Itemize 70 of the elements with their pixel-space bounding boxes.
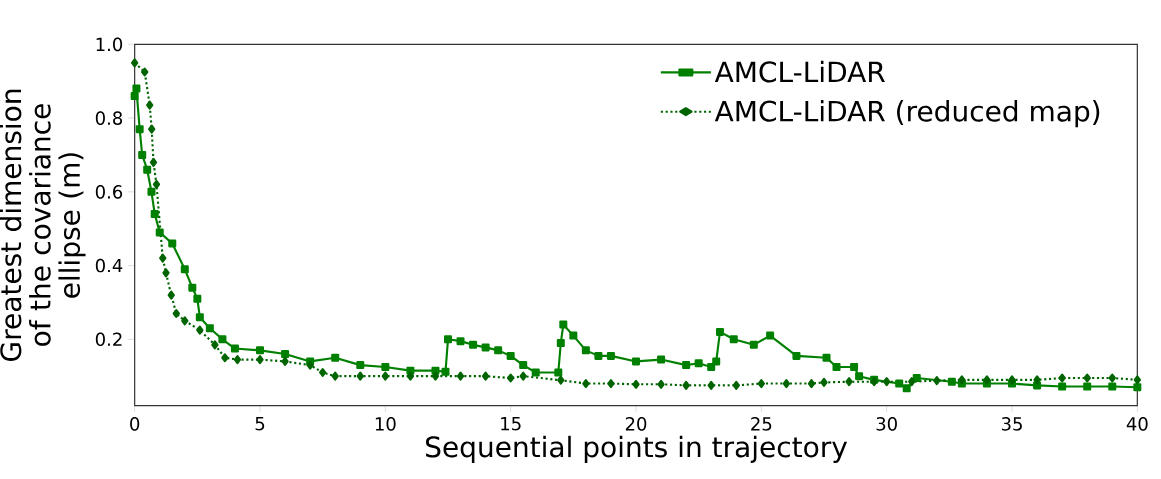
- point: [682, 380, 690, 390]
- point: [507, 373, 515, 383]
- point: [1058, 373, 1066, 383]
- point: [757, 379, 765, 389]
- point: [281, 356, 289, 366]
- point: [707, 380, 715, 390]
- y-axis-title: Greatest dimension of the covariance ellipse (m): [0, 89, 86, 361]
- point: [146, 100, 154, 110]
- point: [632, 379, 640, 389]
- point: [256, 355, 264, 365]
- y-tick-label: 0.6: [95, 185, 123, 199]
- point: [319, 367, 327, 378]
- point: [406, 371, 415, 381]
- point: [196, 325, 204, 335]
- point: [657, 379, 665, 389]
- point: [306, 360, 314, 370]
- point: [607, 379, 615, 389]
- point: [1033, 375, 1041, 385]
- point: [1008, 375, 1016, 385]
- point: [149, 157, 158, 167]
- point: [933, 376, 941, 386]
- point: [958, 375, 966, 385]
- point: [162, 268, 170, 278]
- point: [908, 377, 916, 387]
- x-tick-label: 35: [1001, 417, 1022, 431]
- legend-label: AMCL-LiDAR (reduced map): [714, 100, 1100, 128]
- point: [820, 377, 828, 387]
- point: [431, 371, 440, 381]
- x-tick-label: 40: [1126, 417, 1148, 431]
- point: [782, 379, 791, 389]
- y-tick-label: 0.8: [95, 111, 123, 125]
- point: [732, 380, 740, 390]
- point: [131, 58, 139, 68]
- point: [331, 371, 339, 381]
- x-tick-label: 30: [876, 417, 897, 431]
- point: [141, 67, 149, 77]
- x-tick-label: 10: [375, 417, 396, 431]
- point: [356, 371, 364, 381]
- y-tick-label: 0.2: [95, 332, 122, 347]
- legend-label: AMCL-LiDAR: [714, 60, 885, 83]
- x-tick-label: 5: [255, 417, 265, 431]
- point: [1083, 373, 1091, 383]
- point: [983, 375, 991, 385]
- point: [456, 371, 465, 381]
- point: [883, 377, 891, 387]
- point: [557, 375, 565, 385]
- point: [582, 379, 590, 389]
- x-tick-label: 0: [130, 417, 140, 431]
- point: [211, 340, 219, 350]
- y-tick-label: 0.4: [95, 258, 123, 273]
- point: [807, 379, 816, 389]
- point: [845, 377, 853, 387]
- point: [167, 290, 175, 300]
- point: [172, 308, 180, 319]
- x-axis-title: Sequential points in trajectory: [426, 435, 848, 463]
- x-tick-label: 15: [501, 417, 521, 431]
- point: [181, 316, 189, 326]
- y-tick-label: 1.0: [96, 37, 123, 52]
- point: [159, 253, 167, 263]
- point: [148, 124, 156, 134]
- x-tick-label: 25: [751, 417, 772, 431]
- point: [519, 371, 527, 381]
- point: [481, 371, 490, 381]
- point: [1133, 375, 1142, 385]
- point: [1108, 373, 1116, 383]
- point: [381, 371, 389, 381]
- x-tick-label: 20: [625, 417, 647, 431]
- point: [221, 353, 229, 363]
- point: [233, 355, 242, 365]
- point: [152, 179, 161, 189]
